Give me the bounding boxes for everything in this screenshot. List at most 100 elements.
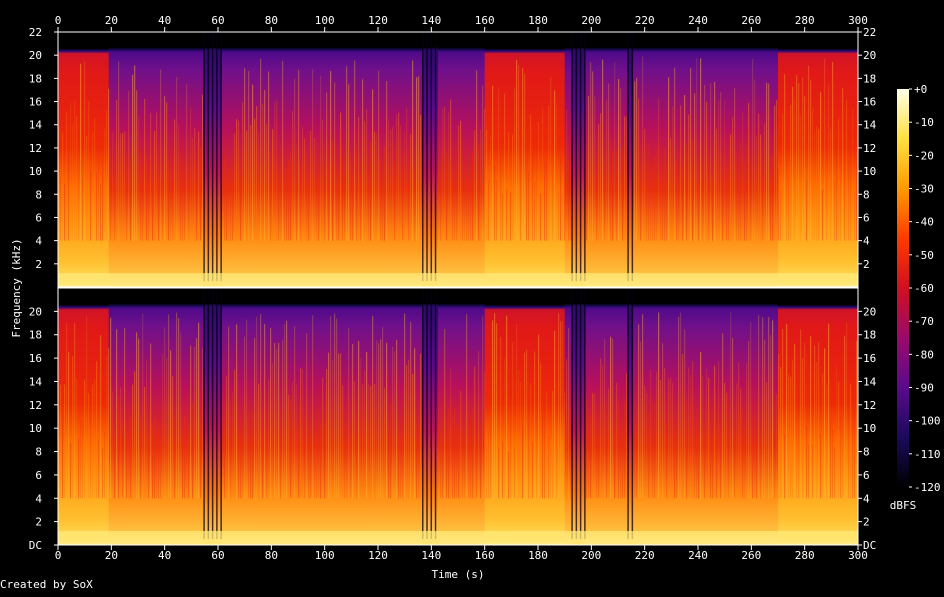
spectral-column (638, 98, 640, 241)
spectral-column (98, 438, 100, 499)
spectral-column (746, 144, 748, 241)
spectral-column (338, 353, 340, 499)
spectral-column (118, 397, 120, 499)
y-tick-label-left: 4 (35, 235, 42, 248)
spectral-column (354, 60, 356, 241)
colorbar-tick-label: +0 (914, 83, 927, 96)
spectral-column (82, 177, 84, 241)
spectral-column (340, 353, 342, 499)
spectral-column (746, 362, 748, 499)
channel-1-panel-base (58, 32, 858, 287)
spectral-column (500, 138, 502, 241)
spectral-column (276, 100, 278, 241)
colorbar-tick-label: -10 (914, 116, 934, 129)
spectral-column (488, 179, 490, 241)
quiet-segment (627, 288, 633, 545)
spectral-column (602, 59, 604, 241)
spectral-column (838, 381, 840, 499)
y-tick-label-right: 8 (863, 446, 870, 459)
silence-stripe (627, 288, 629, 539)
spectral-column (502, 194, 504, 241)
spectral-column (250, 125, 252, 241)
spectral-column (68, 351, 70, 499)
spectral-column (716, 128, 718, 241)
spectral-column (764, 123, 766, 241)
spectral-column (410, 321, 412, 499)
spectral-column (710, 443, 712, 499)
spectral-column (794, 98, 796, 241)
spectral-column (128, 90, 130, 241)
spectral-column (478, 351, 480, 499)
spectral-column (560, 321, 562, 499)
spectral-column (550, 77, 552, 241)
spectral-column (372, 89, 374, 241)
silence-stripe (430, 32, 433, 281)
y-tick-label-right: 2 (863, 516, 870, 529)
spectral-column (178, 125, 180, 241)
spectral-column (822, 373, 824, 499)
spectral-column (194, 127, 196, 241)
spectral-column (360, 177, 362, 241)
spectral-column (734, 431, 736, 499)
spectral-column (670, 377, 672, 499)
spectral-column (266, 431, 268, 499)
spectral-column (810, 79, 812, 241)
spectral-column (146, 359, 148, 499)
spectral-column (696, 405, 698, 499)
x-tick-label-top: 80 (265, 14, 278, 27)
spectral-column (762, 317, 764, 499)
spectral-column (452, 415, 454, 499)
x-tick-label-bottom: 160 (475, 549, 495, 562)
spectral-column (540, 193, 542, 241)
spectral-column (506, 190, 508, 241)
spectral-column (356, 147, 358, 241)
spectral-column (530, 383, 532, 499)
y-tick-label-left: 22 (29, 26, 42, 39)
spectral-column (524, 352, 526, 499)
spectral-column (832, 429, 834, 499)
spectral-column (638, 324, 640, 499)
spectral-column (368, 383, 370, 499)
spectral-column (294, 326, 296, 499)
spectral-column (562, 192, 564, 241)
spectral-column (326, 368, 328, 499)
spectral-column (332, 360, 334, 499)
spectral-column (604, 338, 606, 499)
spectral-column (248, 71, 250, 241)
spectral-column (794, 343, 796, 499)
spectral-column (708, 377, 710, 499)
y-tick-label-left: 10 (29, 422, 42, 435)
colorbar (897, 89, 909, 487)
spectral-column (732, 117, 734, 241)
spectral-column (814, 345, 816, 499)
spectral-column (356, 433, 358, 499)
spectral-column (484, 371, 486, 499)
spectral-column (604, 162, 606, 241)
spectral-column (554, 90, 556, 241)
spectral-column (726, 392, 728, 499)
spectral-column (762, 170, 764, 241)
spectral-column (72, 356, 74, 499)
spectral-column (772, 155, 774, 241)
spectral-column (150, 112, 152, 241)
spectral-column (312, 315, 314, 499)
spectral-column (626, 373, 628, 499)
x-tick-label-bottom: 80 (265, 549, 278, 562)
spectral-column (140, 149, 142, 241)
spectral-column (514, 87, 516, 241)
spectral-column (164, 327, 166, 499)
spectral-column (536, 141, 538, 241)
spectral-column (612, 150, 614, 241)
spectral-column (810, 336, 812, 499)
silence-stripe (220, 288, 222, 539)
spectral-column (756, 135, 758, 241)
spectral-column (668, 77, 670, 241)
spectral-column (702, 375, 704, 499)
spectral-column (298, 69, 300, 241)
spectral-column (548, 106, 550, 241)
x-tick-label-top: 280 (795, 14, 815, 27)
channel-1-panel-border (57, 31, 859, 288)
spectral-column (594, 96, 596, 241)
spectral-column (458, 125, 460, 241)
spectral-column (692, 139, 694, 241)
